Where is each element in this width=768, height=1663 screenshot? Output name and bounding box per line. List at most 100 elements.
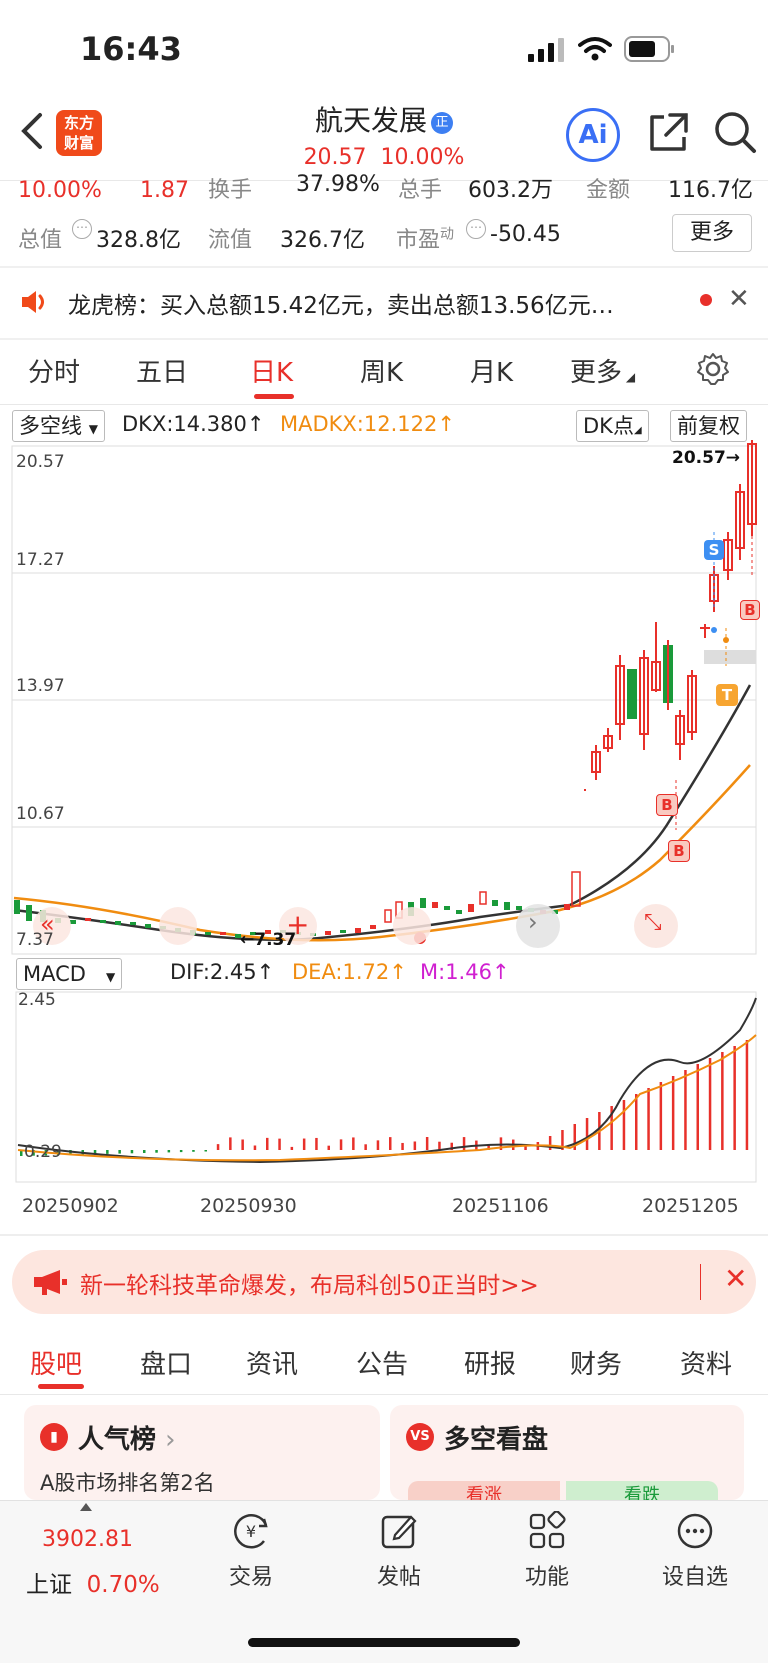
macd-bar xyxy=(425,1137,429,1150)
more-quote-button[interactable]: 更多 xyxy=(672,214,752,252)
longshort-card[interactable]: VS 多空看盘 看涨 看跌 xyxy=(390,1405,744,1501)
crosshair-icon[interactable]: + xyxy=(286,908,310,941)
macd-bar xyxy=(684,1070,687,1150)
promo-banner[interactable]: 新一轮科技革命爆发，布局科创50正当时>> ✕ xyxy=(12,1250,756,1314)
y-label-high: 20.57 xyxy=(16,452,65,472)
macd-bar xyxy=(278,1138,281,1150)
amount-label: 金额 xyxy=(586,178,631,203)
macd-bar xyxy=(561,1130,564,1150)
tab-forum[interactable]: 股吧 xyxy=(30,1350,83,1380)
t-signal-badge[interactable]: T xyxy=(716,684,738,706)
tab-profile[interactable]: 资料 xyxy=(680,1350,733,1380)
macd-bar xyxy=(192,1150,195,1152)
macd-chart[interactable]: 2.45 0.29 xyxy=(0,990,768,1185)
macd-y-top: 2.45 xyxy=(18,990,56,1010)
macd-bar xyxy=(462,1137,466,1150)
close-icon[interactable]: ✕ xyxy=(728,284,750,314)
tab-more[interactable]: 更多 ◢ xyxy=(570,358,636,388)
pe-value: -50.45 xyxy=(490,222,561,247)
tab-orderbook[interactable]: 盘口 xyxy=(140,1350,193,1380)
change-pct: 10.00% xyxy=(18,178,102,203)
price-adjust-button[interactable]: 前复权 xyxy=(670,410,747,442)
vs-icon: VS xyxy=(406,1423,434,1451)
active-tab-underline xyxy=(254,394,294,399)
macd-bar xyxy=(339,1139,343,1150)
macd-bar xyxy=(93,1150,97,1155)
bullish-button[interactable]: 看涨 xyxy=(408,1481,560,1501)
kline-canvas[interactable] xyxy=(0,440,768,960)
tab-news[interactable]: 资讯 xyxy=(246,1350,299,1380)
stock-change-pct: 10.00% xyxy=(380,145,465,170)
popularity-card[interactable]: ▮ 人气榜 › A股市场排名第2名 xyxy=(24,1405,380,1500)
sell-signal-badge[interactable]: S xyxy=(704,540,724,560)
indicator-selector[interactable]: 多空线 ▼ xyxy=(12,410,105,442)
macd-bar xyxy=(733,1046,736,1150)
macd-bar xyxy=(253,1145,257,1150)
macd-bar xyxy=(671,1076,675,1150)
buy-signal-badge[interactable]: B xyxy=(668,840,690,862)
nav-trade[interactable]: ¥ 交易 xyxy=(196,1511,306,1591)
macd-bar xyxy=(450,1142,453,1150)
macd-bar xyxy=(364,1144,367,1150)
tab-financials[interactable]: 财务 xyxy=(570,1350,623,1380)
macd-bar xyxy=(401,1142,404,1150)
y-label-low: 7.37 xyxy=(16,930,54,950)
macd-bar xyxy=(376,1140,380,1150)
macd-bar xyxy=(167,1150,171,1153)
macd-bar xyxy=(352,1137,355,1150)
tab-daily-k[interactable]: 日K xyxy=(250,358,294,388)
macd-bar xyxy=(143,1150,146,1153)
tab-five-day[interactable]: 五日 xyxy=(136,358,189,388)
bearish-button[interactable]: 看跌 xyxy=(566,1481,718,1501)
macd-bar xyxy=(659,1082,663,1150)
index-value[interactable]: 3902.81 xyxy=(42,1527,133,1552)
macd-bar xyxy=(327,1145,330,1150)
volume-label: 总手 xyxy=(398,178,443,203)
nav-add-watchlist[interactable]: 设自选 xyxy=(640,1511,750,1591)
tab-weekly-k[interactable]: 周K xyxy=(360,358,404,388)
macd-bar xyxy=(302,1138,306,1150)
settings-gear-icon[interactable] xyxy=(696,352,730,386)
more-dots-icon xyxy=(677,1513,713,1549)
fullscreen-icon[interactable]: ⤡ xyxy=(644,910,662,935)
home-indicator xyxy=(248,1638,520,1647)
stock-title: 航天发展正 xyxy=(0,99,768,139)
nav-functions[interactable]: 功能 xyxy=(492,1510,602,1591)
ai-assistant-button[interactable]: Ai xyxy=(566,108,620,162)
speaker-icon xyxy=(22,291,44,313)
buy-signal-badge[interactable]: B xyxy=(656,794,678,816)
info-icon[interactable]: ⋯ xyxy=(72,219,92,239)
share-icon[interactable] xyxy=(646,111,690,155)
tab-announcements[interactable]: 公告 xyxy=(356,1350,409,1380)
macd-bar xyxy=(216,1144,220,1150)
grid-apps-icon xyxy=(529,1510,566,1549)
index-summary[interactable]: 上证 0.70% xyxy=(26,1572,160,1598)
macd-bar xyxy=(155,1150,158,1153)
chevron-right-icon[interactable]: › xyxy=(528,908,538,936)
expand-index-icon[interactable] xyxy=(80,1503,92,1511)
margin-badge: 正 xyxy=(431,112,453,134)
macd-bar xyxy=(721,1052,724,1150)
signal-icon xyxy=(528,38,564,62)
info-icon[interactable]: ⋯ xyxy=(466,219,486,239)
popularity-title: 人气榜 › xyxy=(78,1425,176,1455)
tab-research[interactable]: 研报 xyxy=(464,1350,517,1380)
macd-selector[interactable]: MACD ▼ xyxy=(16,958,123,990)
search-icon[interactable] xyxy=(712,109,758,155)
scroll-left-icon[interactable]: « xyxy=(40,910,55,938)
macd-bar xyxy=(573,1124,576,1150)
buy-signal-badge[interactable]: B xyxy=(740,600,760,620)
banner-close-icon[interactable]: ✕ xyxy=(724,1262,748,1295)
banner-divider xyxy=(700,1264,701,1300)
dk-point-button[interactable]: DK点◢ xyxy=(576,410,649,442)
dragon-tiger-notice[interactable]: 龙虎榜：买入总额15.42亿元，卖出总额13.56亿元… ✕ xyxy=(0,268,768,336)
kline-chart[interactable]: 20.57 17.27 13.97 10.67 7.37 20.57→ ←7.3… xyxy=(0,440,768,960)
tab-minute[interactable]: 分时 xyxy=(28,358,81,388)
macd-bar xyxy=(389,1137,392,1150)
nav-post[interactable]: 发帖 xyxy=(344,1511,454,1591)
longshort-title: 多空看盘 xyxy=(444,1425,549,1455)
back-arrow-icon[interactable] xyxy=(18,111,48,151)
float-label: 流值 xyxy=(208,228,253,253)
tab-monthly-k[interactable]: 月K xyxy=(470,358,514,388)
turnover-label: 换手 xyxy=(208,178,253,203)
